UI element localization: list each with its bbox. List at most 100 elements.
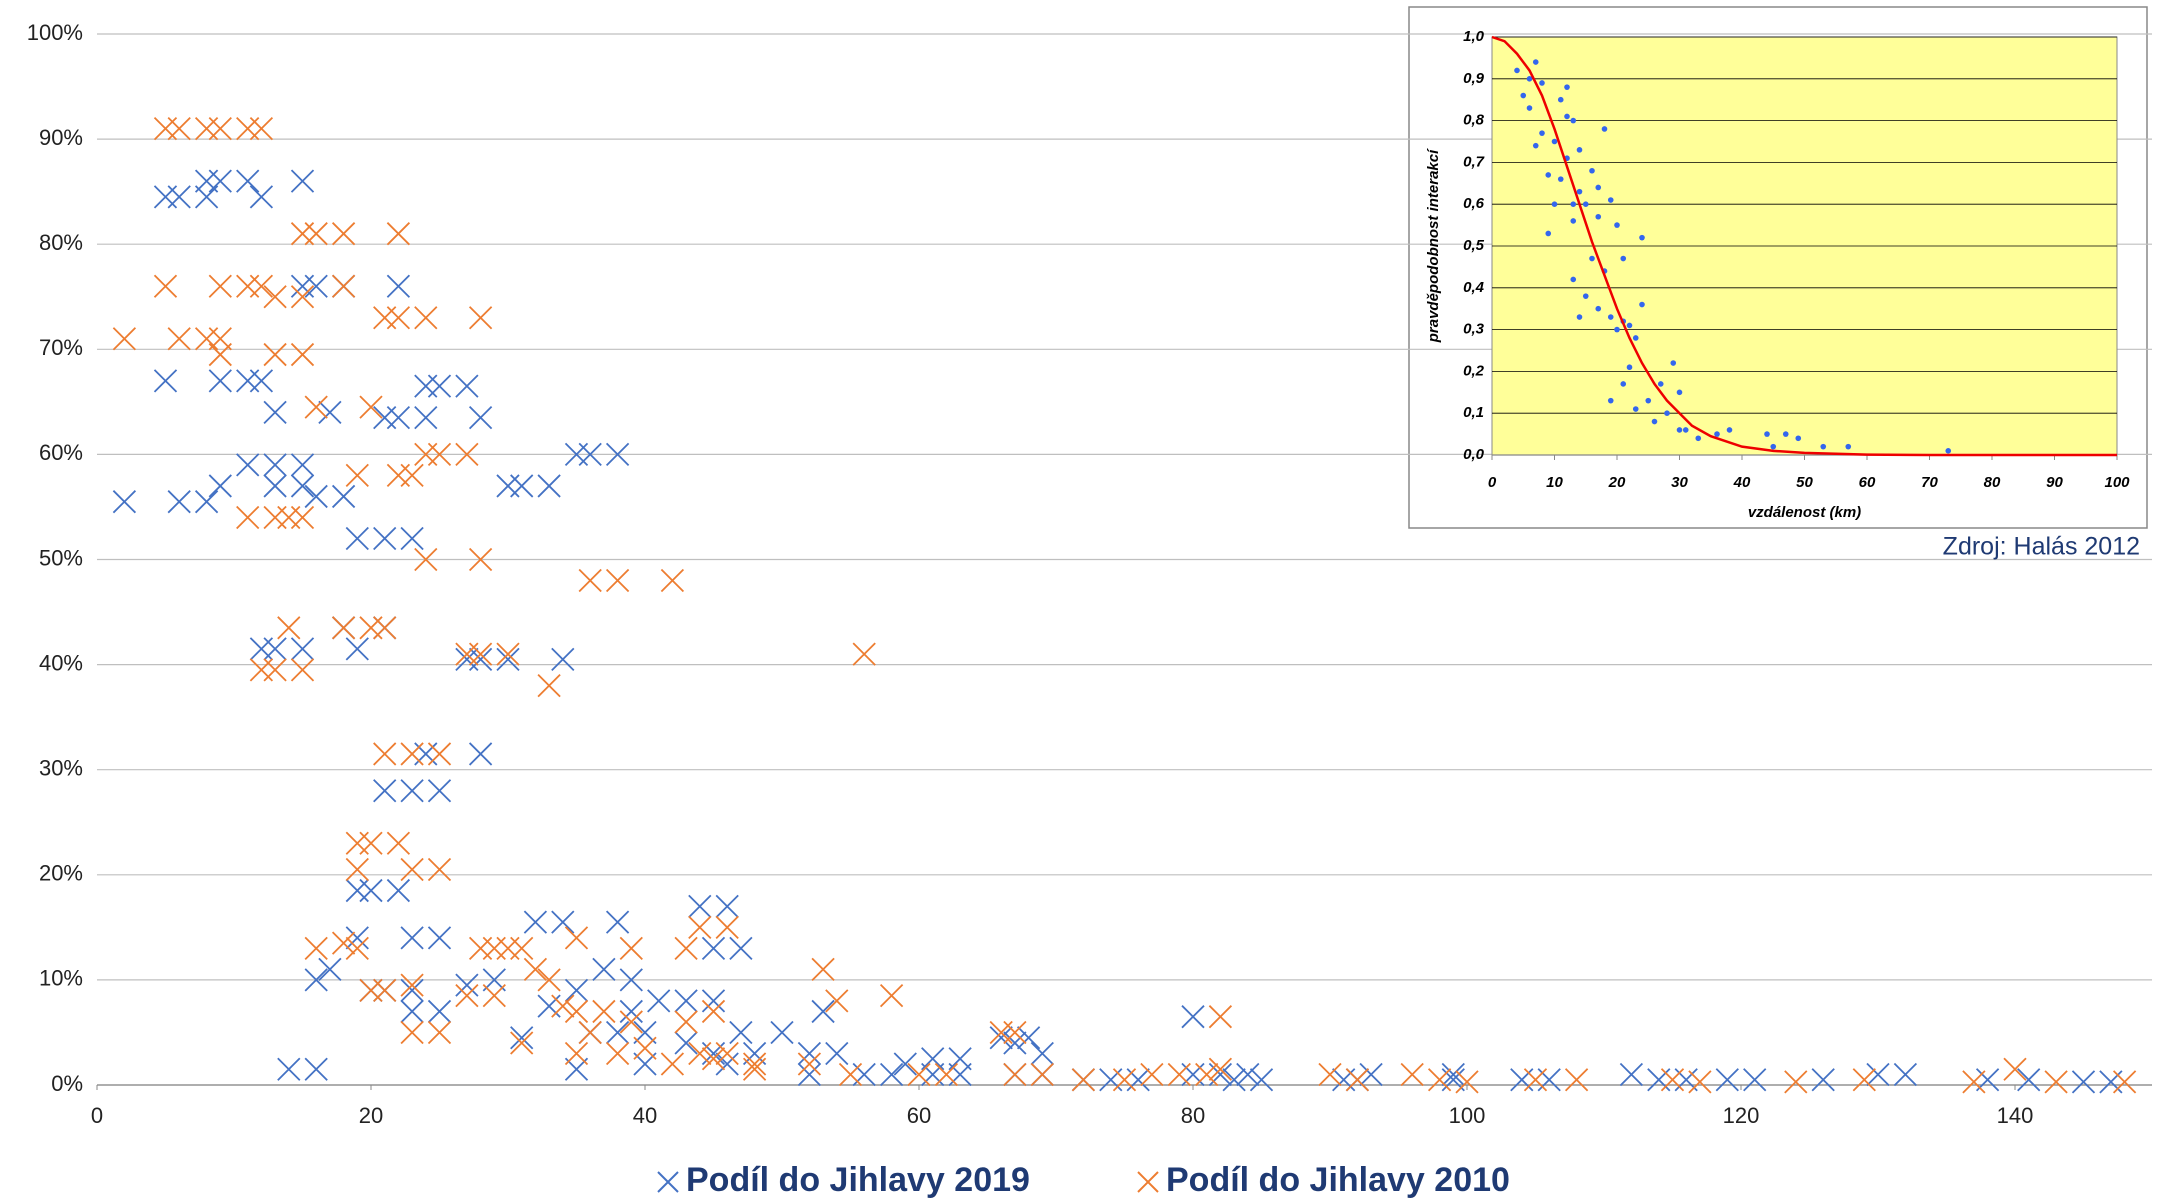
cross-marker xyxy=(290,637,315,661)
cross-marker xyxy=(468,936,493,961)
cross-marker xyxy=(208,342,232,367)
cross-marker xyxy=(1660,1068,1685,1092)
cross-marker xyxy=(427,374,452,398)
cross-marker xyxy=(359,978,383,1003)
x-tick-label: 20 xyxy=(1608,474,1626,491)
cross-marker xyxy=(482,984,506,1008)
cross-marker xyxy=(236,505,260,530)
y-tick-label: 90% xyxy=(39,125,83,150)
x-tick-label: 80 xyxy=(1181,1103,1205,1128)
x-tick-label: 60 xyxy=(1859,474,1876,491)
cross-marker xyxy=(1852,1068,1876,1092)
cross-marker xyxy=(893,1052,917,1076)
dot xyxy=(1614,326,1620,333)
y-tick-label: 0% xyxy=(51,1071,83,1096)
dot xyxy=(1945,448,1952,454)
cross-marker xyxy=(400,926,424,950)
cross-marker xyxy=(510,1031,534,1055)
y-tick-label: 40% xyxy=(39,650,83,675)
cross-marker xyxy=(674,1031,698,1055)
cross-marker xyxy=(1784,1070,1808,1094)
cross-marker xyxy=(373,779,397,803)
cross-marker xyxy=(249,658,274,682)
dot xyxy=(1570,276,1577,283)
cross-marker xyxy=(619,1010,643,1034)
cross-marker xyxy=(468,547,493,572)
cross-marker xyxy=(208,169,232,193)
x-tick-label: 0 xyxy=(1488,474,1497,491)
cross-marker xyxy=(468,306,493,330)
cross-marker xyxy=(1345,1068,1370,1092)
cross-marker xyxy=(688,1041,712,1066)
cross-marker xyxy=(701,1041,726,1066)
cross-marker xyxy=(167,185,191,209)
cross-marker xyxy=(537,474,561,498)
x-tick-label: 100 xyxy=(2104,474,2130,491)
dot xyxy=(1551,201,1558,207)
cross-marker xyxy=(742,1052,767,1076)
y-axis-label: pravděpodobnost interakcí xyxy=(1425,148,1442,343)
x-tick-label: 40 xyxy=(1733,474,1751,491)
dot xyxy=(1664,410,1670,417)
cross-marker xyxy=(290,474,315,498)
cross-marker xyxy=(345,463,369,488)
cross-marker xyxy=(414,742,438,766)
cross-marker xyxy=(934,1062,959,1087)
cross-marker xyxy=(331,931,356,955)
cross-marker xyxy=(468,647,493,671)
dot xyxy=(1726,427,1733,433)
x-tick-label: 40 xyxy=(633,1103,657,1128)
cross-marker xyxy=(1647,1068,1671,1092)
y-tick-label: 50% xyxy=(39,545,83,570)
cross-marker xyxy=(304,484,328,509)
dot xyxy=(1795,435,1802,442)
dot xyxy=(1845,443,1852,450)
cross-marker xyxy=(249,274,274,298)
cross-marker xyxy=(1893,1062,1918,1087)
cross-marker xyxy=(633,1036,657,1060)
y-tick-label: 60% xyxy=(39,440,83,465)
cross-marker xyxy=(1181,1005,1205,1029)
cross-marker xyxy=(331,484,356,509)
y-tick-label: 0,4 xyxy=(1463,279,1485,296)
cross-marker xyxy=(496,474,520,498)
cross-marker xyxy=(277,1057,301,1081)
cross-marker xyxy=(1140,1062,1164,1087)
x-tick-label: 90 xyxy=(2046,474,2063,491)
dot xyxy=(1539,130,1545,136)
cross-marker xyxy=(551,910,575,934)
x-tick-label: 80 xyxy=(1984,474,2001,491)
cross-marker xyxy=(290,169,315,193)
cross-marker xyxy=(236,116,260,141)
dot xyxy=(1582,201,1589,207)
cross-marker xyxy=(208,274,232,298)
cross-marker xyxy=(400,742,424,766)
cross-marker xyxy=(359,878,383,903)
cross-marker xyxy=(1866,1062,1890,1087)
cross-marker xyxy=(811,957,835,982)
cross-marker xyxy=(688,915,712,939)
cross-marker xyxy=(331,222,356,246)
y-tick-label: 0,2 xyxy=(1463,362,1485,379)
dot xyxy=(1651,418,1658,425)
cross-marker xyxy=(249,116,274,141)
cross-marker xyxy=(208,116,232,141)
cross-marker xyxy=(194,327,219,351)
cross-marker xyxy=(208,369,232,393)
dot xyxy=(1764,431,1770,437)
cross-marker xyxy=(578,1020,602,1045)
cross-marker xyxy=(427,999,452,1024)
cross-marker xyxy=(249,637,274,661)
cross-marker xyxy=(400,1020,424,1045)
dot xyxy=(1526,105,1533,111)
cross-marker xyxy=(688,894,712,918)
cross-marker xyxy=(427,1020,452,1045)
x-tick-label: 140 xyxy=(1997,1103,2034,1128)
cross-marker xyxy=(592,999,616,1024)
cross-marker xyxy=(592,957,616,982)
cross-marker xyxy=(468,742,493,766)
cross-marker xyxy=(797,1062,822,1087)
cross-marker xyxy=(496,936,520,961)
cross-marker xyxy=(236,369,260,393)
cross-marker xyxy=(345,926,369,950)
